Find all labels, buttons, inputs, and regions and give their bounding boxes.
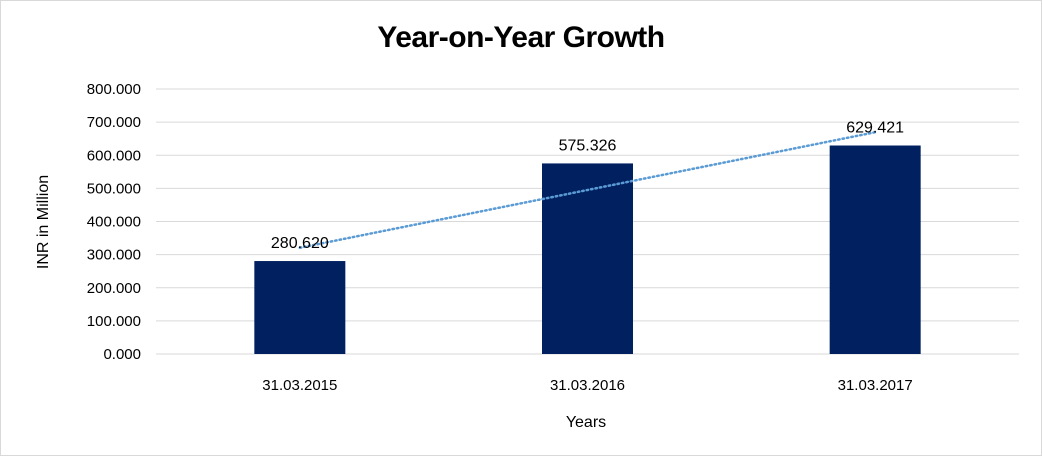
x-tick-label: 31.03.2015 <box>262 377 337 394</box>
data-labels: 280.620 575.326 629.421 <box>271 120 904 253</box>
y-tick-label: 500.000 <box>87 180 141 197</box>
y-tick-label: 200.000 <box>87 280 141 297</box>
bar <box>254 261 346 354</box>
y-tick-label: 0.000 <box>103 346 141 363</box>
y-tick-label: 300.000 <box>87 247 141 264</box>
data-label: 629.421 <box>846 120 904 137</box>
x-tick-label: 31.03.2016 <box>550 377 625 394</box>
chart-title: Year-on-Year Growth <box>377 21 665 54</box>
data-label: 280.620 <box>271 235 329 252</box>
y-axis-title: INR in Million <box>35 175 52 269</box>
x-tick-label: 31.03.2017 <box>838 377 913 394</box>
y-tick-label: 100.000 <box>87 313 141 330</box>
data-label: 575.326 <box>559 137 617 154</box>
trendline-layer <box>298 130 877 250</box>
y-tick-label: 800.000 <box>87 81 141 98</box>
trendline <box>298 130 877 250</box>
x-axis-ticks: 31.03.2015 31.03.2016 31.03.2017 <box>262 377 912 394</box>
y-tick-label: 700.000 <box>87 114 141 131</box>
x-axis-title: Years <box>566 414 606 431</box>
y-axis-ticks: 0.000 100.000 200.000 300.000 400.000 500.000… <box>87 81 141 363</box>
bars <box>254 145 921 354</box>
bar <box>542 163 633 354</box>
y-tick-label: 400.000 <box>87 214 141 231</box>
bar <box>829 145 921 354</box>
y-tick-label: 600.000 <box>87 147 141 164</box>
